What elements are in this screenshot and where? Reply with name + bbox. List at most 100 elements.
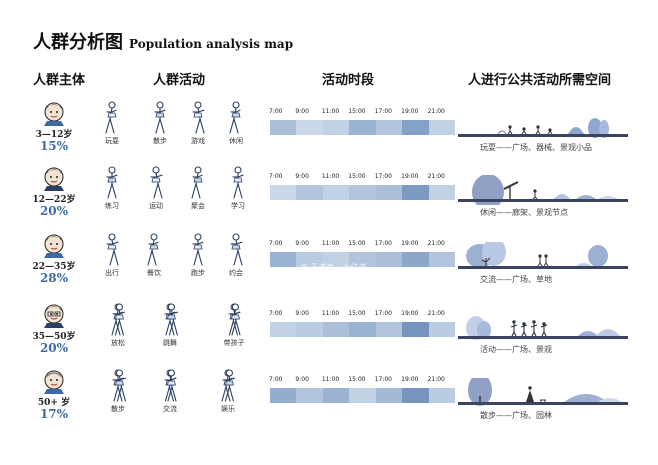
time-chart: 7:00 9:00 11:00 15:00 17:00 19:00 21:00 [269, 310, 455, 337]
time-segment [375, 185, 403, 200]
space-caption: 活动——广场、景观 [480, 345, 552, 354]
activity-label: 跳舞 [163, 339, 177, 347]
time-tick: 7:00 [269, 240, 283, 247]
landscape-icon [458, 378, 628, 406]
header-time: 活动时段 [322, 73, 375, 88]
time-segment [402, 120, 429, 135]
time-segment [296, 185, 323, 200]
time-segment [296, 120, 323, 135]
activity-item: 休闲 [216, 100, 256, 146]
person-avatar-icon [44, 167, 64, 191]
activity-group: 散步 交流 娱乐 [92, 366, 257, 426]
activity-item: 学习 [218, 165, 258, 211]
activity-item: 游戏 [178, 100, 218, 146]
activity-item: 跳舞 [146, 302, 194, 348]
activity-figure-icon [232, 166, 244, 199]
time-segment [428, 120, 455, 135]
activity-label: 约会 [229, 269, 243, 277]
time-bar [270, 185, 455, 200]
person-avatar-icon [44, 304, 64, 328]
time-tick: 17:00 [374, 376, 392, 383]
space-scene: 活动——广场、景观 [458, 300, 630, 360]
activity-label: 练习 [105, 202, 119, 210]
population-row: 3—12岁 15% 玩耍 散步 游戏 休闲 7:00 9:00 11:00 15:00 17:00 1… [0, 98, 658, 158]
watermark: @ 王者鱼 小红书 [300, 262, 367, 273]
activity-figure-icon [164, 303, 178, 336]
time-tick: 19:00 [401, 310, 419, 317]
time-segment [375, 388, 403, 403]
time-tick: 19:00 [401, 376, 419, 383]
time-tick: 9:00 [295, 310, 309, 317]
subject-group: 50+ 岁 17% [28, 366, 80, 420]
activity-label: 运动 [149, 202, 163, 210]
time-segment [322, 322, 350, 337]
time-segment [270, 388, 297, 403]
activity-item: 放松 [94, 302, 142, 348]
time-tick: 19:00 [401, 108, 419, 115]
activity-item: 散步 [94, 368, 142, 414]
activity-label: 娱乐 [221, 405, 235, 413]
activity-figure-icon [106, 166, 118, 199]
landscape-icon [458, 316, 628, 340]
activity-figure-icon [105, 101, 117, 134]
time-segment [428, 322, 455, 337]
time-segment [402, 185, 429, 200]
activity-item: 聚会 [178, 165, 218, 211]
time-segment [296, 322, 323, 337]
time-tick: 9:00 [295, 240, 309, 247]
time-segment [270, 322, 297, 337]
time-tick: 15:00 [348, 240, 366, 247]
population-row: 12—22岁 20% 练习 运动 聚会 学习 7:00 9:00 11:00 15:00 17:00… [0, 163, 658, 223]
activity-group: 出行 餐饮 跑步 约会 [92, 230, 257, 290]
activity-item: 运动 [136, 165, 176, 211]
activity-item: 餐饮 [134, 232, 174, 278]
time-tick: 21:00 [427, 108, 445, 115]
time-segment [349, 388, 376, 403]
activity-label: 休闲 [229, 137, 243, 145]
time-tick: 17:00 [374, 310, 392, 317]
activity-label: 餐饮 [147, 269, 161, 277]
time-tick: 19:00 [401, 240, 419, 247]
header-activity: 人群活动 [153, 73, 206, 88]
time-segment [349, 252, 376, 267]
time-chart: 7:00 9:00 11:00 15:00 17:00 19:00 21:00 [269, 173, 455, 200]
header-space: 人进行公共活动所需空间 [468, 73, 612, 88]
time-tick: 17:00 [374, 173, 392, 180]
activity-figure-icon [147, 233, 159, 266]
space-scene: 散步——广场、园林 [458, 366, 630, 426]
population-percent: 28% [39, 271, 69, 285]
activity-figure-icon [192, 101, 205, 134]
subject-group: 35—50岁 20% [28, 300, 80, 354]
time-segment [375, 120, 403, 135]
space-caption: 交流——广场、草地 [480, 275, 552, 284]
activity-label: 游戏 [191, 137, 205, 145]
time-ticks: 7:00 9:00 11:00 15:00 17:00 19:00 21:00 [269, 173, 455, 183]
time-tick: 9:00 [295, 173, 309, 180]
person-avatar-icon [44, 102, 64, 126]
time-ticks: 7:00 9:00 11:00 15:00 17:00 19:00 21:00 [269, 240, 455, 250]
time-segment [322, 185, 350, 200]
activity-label: 学习 [231, 202, 245, 210]
time-chart: 7:00 9:00 11:00 15:00 17:00 19:00 21:00 [269, 240, 455, 267]
activity-label: 出行 [105, 269, 119, 277]
space-scene: 休闲——廊架、景观节点 [458, 163, 630, 223]
activity-label: 聚会 [191, 202, 205, 210]
activity-item: 交流 [146, 368, 194, 414]
time-segment [402, 388, 429, 403]
age-range: 35—50岁 [32, 332, 76, 342]
time-tick: 11:00 [321, 240, 340, 247]
activity-item: 玩耍 [92, 100, 132, 146]
time-tick: 21:00 [427, 376, 445, 383]
subject-group: 3—12岁 15% [28, 98, 80, 152]
activity-label: 带孩子 [223, 339, 245, 347]
title-chinese: 人群分析图 [33, 32, 123, 53]
age-range: 3—12岁 [35, 130, 73, 140]
activity-figure-icon [106, 233, 119, 266]
activity-figure-icon [221, 369, 235, 402]
time-ticks: 7:00 9:00 11:00 15:00 17:00 19:00 21:00 [269, 108, 455, 118]
activity-figure-icon [192, 233, 204, 266]
time-tick: 9:00 [295, 376, 309, 383]
activity-item: 带孩子 [210, 302, 258, 348]
time-tick: 15:00 [348, 376, 366, 383]
activity-label: 跑步 [191, 269, 205, 277]
